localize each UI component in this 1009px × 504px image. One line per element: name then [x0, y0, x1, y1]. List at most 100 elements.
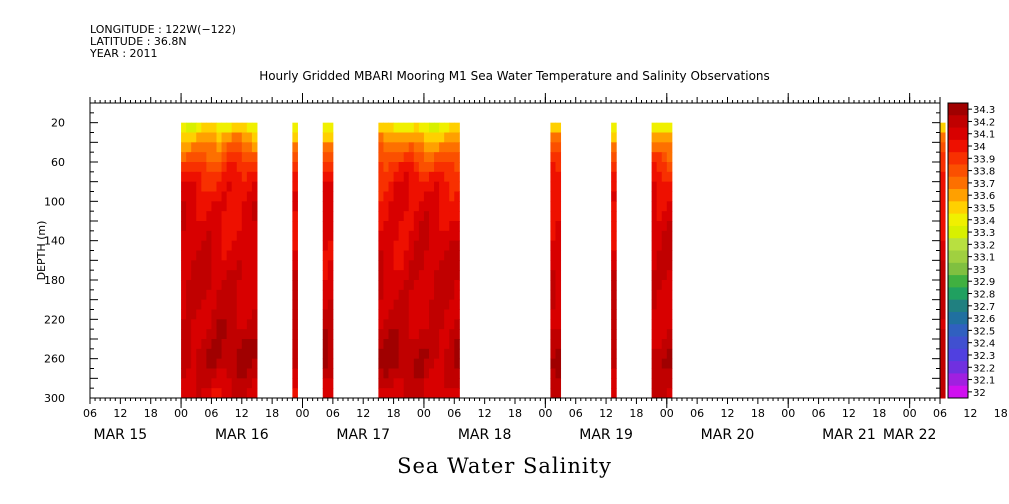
salinity-cell [656, 280, 663, 291]
salinity-cell [428, 358, 435, 369]
salinity-cell [191, 368, 197, 379]
colorbar-label: 34.3 [973, 105, 995, 116]
x-hour-tick-label: 18 [872, 407, 886, 420]
salinity-cell [428, 230, 435, 242]
salinity-cell [186, 388, 192, 399]
salinity-cell [221, 240, 228, 251]
salinity-cell [246, 319, 253, 330]
salinity-cell [413, 319, 420, 330]
salinity-cell [201, 162, 207, 173]
salinity-cell [661, 319, 668, 330]
salinity-cell [186, 280, 192, 291]
salinity-cell [292, 181, 298, 192]
salinity-cell [940, 191, 946, 202]
salinity-cell [201, 299, 207, 310]
salinity-cell [206, 132, 212, 143]
colorbar-swatch [948, 152, 968, 165]
salinity-cell [226, 250, 233, 261]
salinity-cell [327, 221, 334, 232]
salinity-cell [221, 162, 228, 173]
salinity-cell [251, 250, 258, 261]
x-hour-tick-label: 06 [447, 407, 461, 420]
salinity-cell [428, 270, 435, 281]
salinity-cell [439, 132, 445, 143]
salinity-cell [226, 230, 233, 242]
salinity-cell [454, 378, 460, 389]
salinity-cell [444, 230, 450, 242]
salinity-cell [186, 230, 192, 242]
salinity-cell [428, 319, 435, 330]
salinity-cell [292, 250, 298, 261]
colorbar-label: 33.5 [973, 203, 995, 214]
salinity-cell [666, 388, 673, 399]
colorbar-label: 32 [973, 388, 986, 399]
salinity-cell [418, 309, 425, 320]
salinity-cell [191, 329, 197, 340]
salinity-cell [940, 142, 946, 153]
salinity-cell [206, 230, 212, 242]
salinity-cell [186, 221, 192, 232]
salinity-cell [236, 211, 243, 222]
salinity-cell [403, 260, 410, 271]
salinity-cell [378, 309, 384, 320]
colorbar-swatch [948, 373, 968, 387]
salinity-cell [611, 240, 617, 251]
colorbar-label: 32.7 [973, 302, 995, 313]
salinity-cell [940, 388, 946, 399]
salinity-cell [428, 152, 435, 163]
salinity-cell [656, 299, 663, 310]
year-label: YEAR : 2011 [90, 47, 158, 60]
salinity-cell [322, 339, 329, 350]
location-metadata: LONGITUDE : 122W(−122) LATITUDE : 36.8N … [90, 24, 236, 60]
salinity-cell [611, 221, 617, 232]
salinity-cell [393, 201, 400, 212]
salinity-cell [211, 132, 217, 143]
salinity-cell [611, 339, 617, 350]
salinity-cell [251, 368, 258, 379]
salinity-cell [940, 358, 946, 369]
salinity-cell [201, 388, 207, 399]
salinity-cell [666, 230, 673, 242]
salinity-cell [181, 132, 187, 143]
salinity-cell [661, 191, 668, 202]
salinity-cell [413, 358, 420, 369]
salinity-cell [449, 260, 455, 271]
salinity-cell [186, 122, 192, 133]
colorbar-label: 32.3 [973, 351, 995, 362]
salinity-cell [196, 299, 202, 310]
salinity-cell [236, 280, 243, 291]
salinity-cell [246, 378, 253, 389]
salinity-cell [221, 221, 228, 232]
salinity-cell [378, 339, 384, 350]
salinity-cell [196, 289, 202, 301]
salinity-cell [206, 289, 212, 301]
salinity-cell [408, 319, 415, 330]
salinity-cell [181, 368, 187, 379]
salinity-cell [211, 171, 217, 183]
salinity-cell [413, 309, 420, 320]
salinity-cell [408, 132, 415, 143]
salinity-cell [383, 358, 390, 369]
salinity-cell [666, 319, 673, 330]
colorbar-swatch [948, 287, 968, 301]
salinity-cell [661, 221, 668, 232]
salinity-cell [444, 162, 450, 173]
salinity-cell [656, 211, 663, 222]
salinity-cell [666, 250, 673, 261]
salinity-cell [201, 378, 207, 389]
salinity-cell [454, 162, 460, 173]
salinity-cell [322, 201, 329, 212]
salinity-cell [251, 171, 258, 183]
salinity-cell [666, 132, 673, 143]
salinity-cell [555, 289, 562, 301]
salinity-cell [393, 152, 400, 163]
salinity-cell [231, 152, 238, 163]
salinity-cell [403, 388, 410, 399]
salinity-cell [201, 201, 207, 212]
salinity-cell [292, 260, 298, 271]
salinity-cell [241, 211, 248, 222]
salinity-cell [231, 270, 238, 281]
salinity-cell [656, 171, 663, 183]
salinity-cell [216, 289, 223, 301]
salinity-cell [241, 250, 248, 261]
